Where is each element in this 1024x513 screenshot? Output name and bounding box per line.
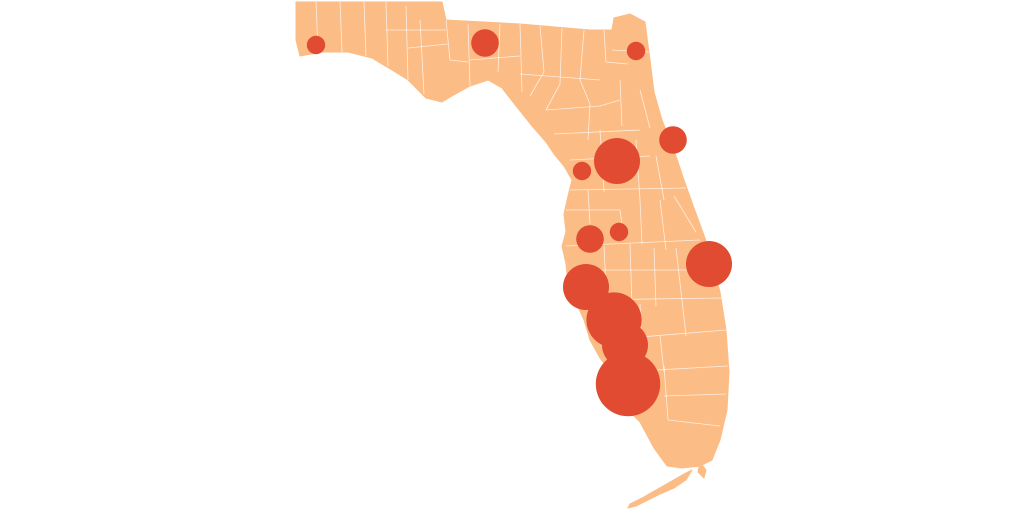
marker-lakeland — [609, 222, 629, 242]
marker-tampa — [576, 225, 604, 253]
marker-gainesville — [594, 138, 640, 184]
florida-keys-east — [697, 461, 707, 479]
marker-tallahassee — [471, 29, 499, 57]
florida-keys — [627, 469, 693, 509]
marker-naples — [595, 351, 661, 417]
marker-pensacola — [306, 35, 326, 55]
marker-daytona-beach — [659, 126, 687, 154]
marker-melbourne — [686, 241, 732, 287]
marker-layer — [306, 29, 732, 417]
marker-jacksonville — [626, 41, 646, 61]
marker-crystal-river — [572, 161, 592, 181]
